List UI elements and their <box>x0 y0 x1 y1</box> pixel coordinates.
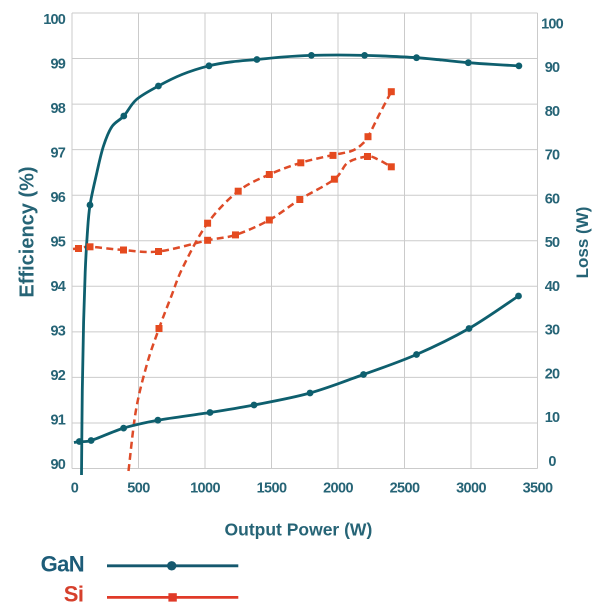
svg-text:Output Power (W): Output Power (W) <box>225 519 373 539</box>
svg-text:97: 97 <box>50 145 65 161</box>
svg-text:Efficiency (%): Efficiency (%) <box>17 166 39 297</box>
svg-text:2500: 2500 <box>390 481 420 497</box>
svg-text:93: 93 <box>50 323 65 339</box>
svg-text:500: 500 <box>127 481 150 497</box>
svg-text:50: 50 <box>545 235 560 251</box>
svg-text:10: 10 <box>545 410 560 426</box>
svg-text:GaN: GaN <box>41 552 84 577</box>
svg-text:95: 95 <box>50 234 65 250</box>
svg-text:Loss (W): Loss (W) <box>573 207 592 279</box>
svg-text:3500: 3500 <box>523 481 553 497</box>
svg-text:1000: 1000 <box>190 481 220 497</box>
svg-text:1500: 1500 <box>257 481 287 497</box>
svg-text:40: 40 <box>545 279 560 295</box>
svg-text:90: 90 <box>545 60 560 76</box>
svg-text:80: 80 <box>545 104 560 120</box>
svg-text:2000: 2000 <box>323 481 353 497</box>
svg-text:98: 98 <box>50 101 65 117</box>
svg-text:30: 30 <box>545 323 560 339</box>
svg-text:20: 20 <box>545 366 560 382</box>
svg-text:0: 0 <box>548 454 556 470</box>
svg-text:92: 92 <box>50 368 65 384</box>
svg-text:90: 90 <box>50 457 65 473</box>
svg-text:100: 100 <box>541 16 564 32</box>
svg-text:Si: Si <box>64 582 84 607</box>
svg-text:91: 91 <box>50 412 65 428</box>
svg-text:94: 94 <box>50 279 65 295</box>
svg-text:100: 100 <box>43 12 66 28</box>
svg-text:96: 96 <box>50 190 65 206</box>
svg-text:3000: 3000 <box>456 481 486 497</box>
svg-text:60: 60 <box>545 191 560 207</box>
svg-text:70: 70 <box>545 148 560 164</box>
svg-text:99: 99 <box>50 56 65 72</box>
svg-text:0: 0 <box>71 481 79 497</box>
